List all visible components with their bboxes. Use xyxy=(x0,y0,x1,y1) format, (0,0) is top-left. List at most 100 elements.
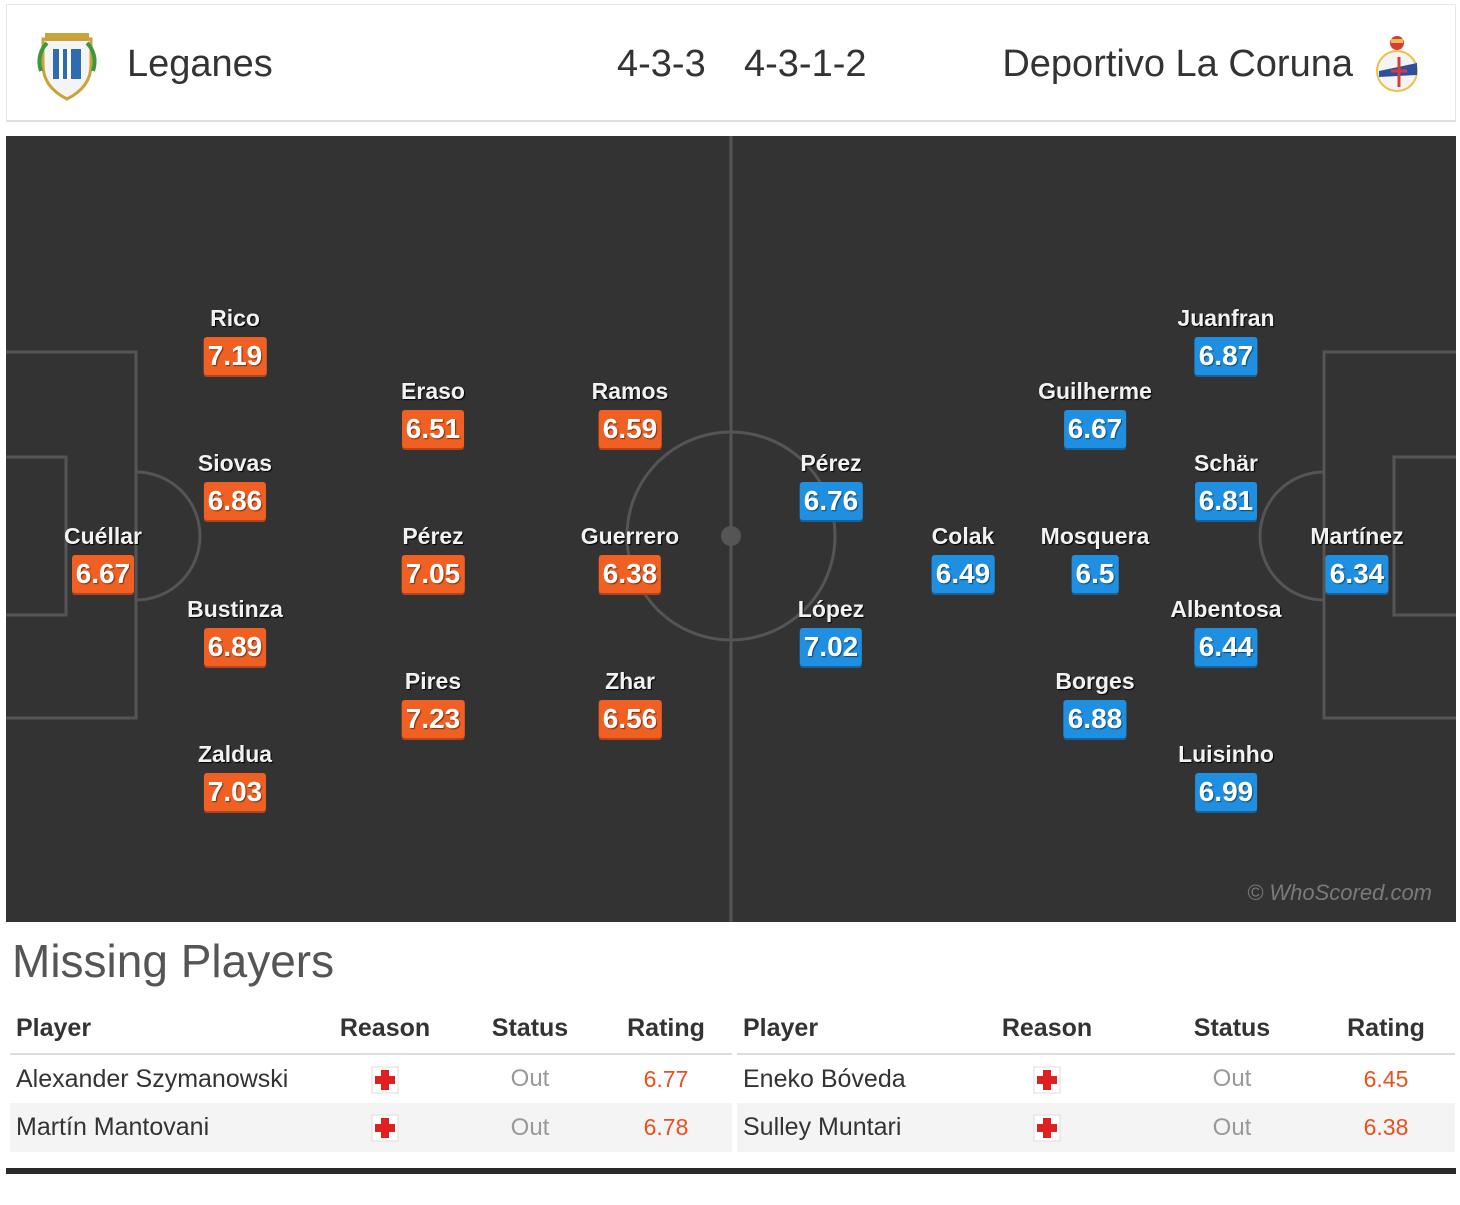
player-rating-badge: 6.87 xyxy=(1194,337,1258,375)
player-rating-badge: 6.99 xyxy=(1194,773,1258,811)
player-rating-badge: 7.03 xyxy=(203,773,267,811)
player-name: Guerrero xyxy=(580,523,680,549)
away-player-marker[interactable]: Martínez 6.34 xyxy=(1310,521,1404,593)
player-name: Bustinza xyxy=(187,596,283,622)
missing-player-name[interactable]: Martín Mantovani xyxy=(10,1103,310,1152)
player-name: Eraso xyxy=(401,378,465,404)
player-rating-badge: 7.19 xyxy=(203,337,267,375)
table-row: Sulley Muntari Out 6.38 xyxy=(737,1103,1455,1152)
player-rating-badge: 6.49 xyxy=(931,555,995,593)
col-reason[interactable]: Reason xyxy=(310,1004,460,1055)
player-rating-badge: 6.86 xyxy=(203,482,267,520)
player-rating-badge: 7.23 xyxy=(401,700,465,738)
away-team-name[interactable]: Deportivo La Coruna xyxy=(1002,43,1353,85)
player-name: Ramos xyxy=(591,378,669,404)
away-player-marker[interactable]: Guilherme 6.67 xyxy=(1038,376,1152,448)
player-name: Borges xyxy=(1055,668,1135,694)
player-name: Mosquera xyxy=(1040,523,1150,549)
home-player-marker[interactable]: Eraso 6.51 xyxy=(401,376,465,448)
home-formation: 4-3-3 xyxy=(617,43,706,85)
away-formation: 4-3-1-2 xyxy=(744,43,867,85)
away-player-marker[interactable]: López 7.02 xyxy=(798,594,864,666)
missing-status: Out xyxy=(460,1103,600,1152)
home-player-marker[interactable]: Zaldua 7.03 xyxy=(198,739,272,811)
home-player-marker[interactable]: Bustinza 6.89 xyxy=(187,594,283,666)
home-player-marker[interactable]: Ramos 6.59 xyxy=(591,376,669,448)
away-player-marker[interactable]: Mosquera 6.5 xyxy=(1040,521,1150,593)
home-player-marker[interactable]: Pires 7.23 xyxy=(401,666,465,738)
player-name: Albentosa xyxy=(1170,596,1282,622)
pitch: Cuéllar 6.67 Rico 7.19 Siovas 6.86 Bustinza 6.8… xyxy=(6,136,1456,922)
player-rating-badge: 6.76 xyxy=(799,482,863,520)
home-player-marker[interactable]: Rico 7.19 xyxy=(203,303,267,375)
away-player-marker[interactable]: Pérez 6.76 xyxy=(799,448,863,520)
player-rating-badge: 6.88 xyxy=(1063,700,1127,738)
table-row: Eneko Bóveda Out 6.45 xyxy=(737,1054,1455,1103)
col-rating[interactable]: Rating xyxy=(600,1004,732,1055)
injury-icon[interactable] xyxy=(1033,1114,1061,1142)
player-rating-badge: 6.56 xyxy=(598,700,662,738)
missing-rating: 6.45 xyxy=(1363,1065,1409,1092)
col-reason[interactable]: Reason xyxy=(947,1004,1147,1055)
home-team-name[interactable]: Leganes xyxy=(127,43,273,85)
player-name: Cuéllar xyxy=(64,523,142,549)
player-rating-badge: 6.81 xyxy=(1194,482,1258,520)
player-rating-badge: 7.02 xyxy=(799,628,863,666)
away-missing-table: Player Reason Status Rating Eneko Bóveda… xyxy=(737,1004,1455,1152)
player-name: López xyxy=(797,596,865,622)
match-header: Leganes 4-3-3 4-3-1-2 Deportivo La Corun… xyxy=(6,4,1456,122)
bottom-divider xyxy=(6,1168,1456,1174)
player-name: Siovas xyxy=(197,450,273,476)
player-rating-badge: 6.5 xyxy=(1071,555,1119,593)
player-name: Pires xyxy=(404,668,462,694)
missing-status: Out xyxy=(1212,1065,1252,1092)
missing-reason xyxy=(947,1103,1147,1152)
col-player[interactable]: Player xyxy=(10,1004,310,1055)
col-rating[interactable]: Rating xyxy=(1317,1004,1455,1055)
away-player-marker[interactable]: Schär 6.81 xyxy=(1194,448,1258,520)
missing-rating: 6.77 xyxy=(643,1065,689,1092)
injury-icon[interactable] xyxy=(1033,1066,1061,1094)
player-name: Guilherme xyxy=(1038,378,1152,404)
home-player-marker[interactable]: Zhar 6.56 xyxy=(598,666,662,738)
player-name: Luisinho xyxy=(1178,741,1274,767)
table-row: Martín Mantovani Out 6.78 xyxy=(10,1103,732,1152)
missing-player-name[interactable]: Sulley Muntari xyxy=(737,1103,947,1152)
player-name: Juanfran xyxy=(1177,305,1275,331)
home-player-marker[interactable]: Guerrero 6.38 xyxy=(581,521,679,593)
table-header-row: Player Reason Status Rating xyxy=(10,1004,732,1055)
missing-reason xyxy=(947,1054,1147,1103)
away-player-marker[interactable]: Luisinho 6.99 xyxy=(1178,739,1274,811)
missing-players-title: Missing Players xyxy=(12,935,335,987)
player-rating-badge: 6.34 xyxy=(1325,555,1389,593)
col-status[interactable]: Status xyxy=(1147,1004,1317,1055)
player-name: Zhar xyxy=(605,668,655,694)
away-player-marker[interactable]: Albentosa 6.44 xyxy=(1170,594,1282,666)
missing-player-name[interactable]: Alexander Szymanowski xyxy=(16,1064,289,1093)
player-name: Schär xyxy=(1194,450,1258,476)
player-name: Pérez xyxy=(402,523,464,549)
player-rating-badge: 6.51 xyxy=(401,410,465,448)
away-player-marker[interactable]: Colak 6.49 xyxy=(931,521,995,593)
col-player[interactable]: Player xyxy=(737,1004,947,1055)
missing-player-name[interactable]: Eneko Bóveda xyxy=(743,1064,906,1093)
player-name: Zaldua xyxy=(197,741,273,767)
col-status[interactable]: Status xyxy=(460,1004,600,1055)
deportivo-crest-icon[interactable] xyxy=(1369,35,1425,95)
away-player-marker[interactable]: Juanfran 6.87 xyxy=(1177,303,1275,375)
player-rating-badge: 6.59 xyxy=(598,410,662,448)
missing-rating: 6.78 xyxy=(600,1103,732,1152)
home-player-marker[interactable]: Siovas 6.86 xyxy=(198,448,272,520)
player-rating-badge: 6.89 xyxy=(203,628,267,666)
player-rating-badge: 7.05 xyxy=(401,555,465,593)
away-player-marker[interactable]: Borges 6.88 xyxy=(1055,666,1135,738)
injury-icon[interactable] xyxy=(371,1066,399,1094)
leganes-crest-icon[interactable] xyxy=(35,31,99,101)
home-player-marker[interactable]: Pérez 7.05 xyxy=(401,521,465,593)
table-header-row: Player Reason Status Rating xyxy=(737,1004,1455,1055)
home-player-marker[interactable]: Cuéllar 6.67 xyxy=(64,521,142,593)
pitch-lines xyxy=(6,136,1456,922)
player-name: Pérez xyxy=(800,450,862,476)
player-rating-badge: 6.67 xyxy=(1063,410,1127,448)
injury-icon[interactable] xyxy=(371,1114,399,1142)
